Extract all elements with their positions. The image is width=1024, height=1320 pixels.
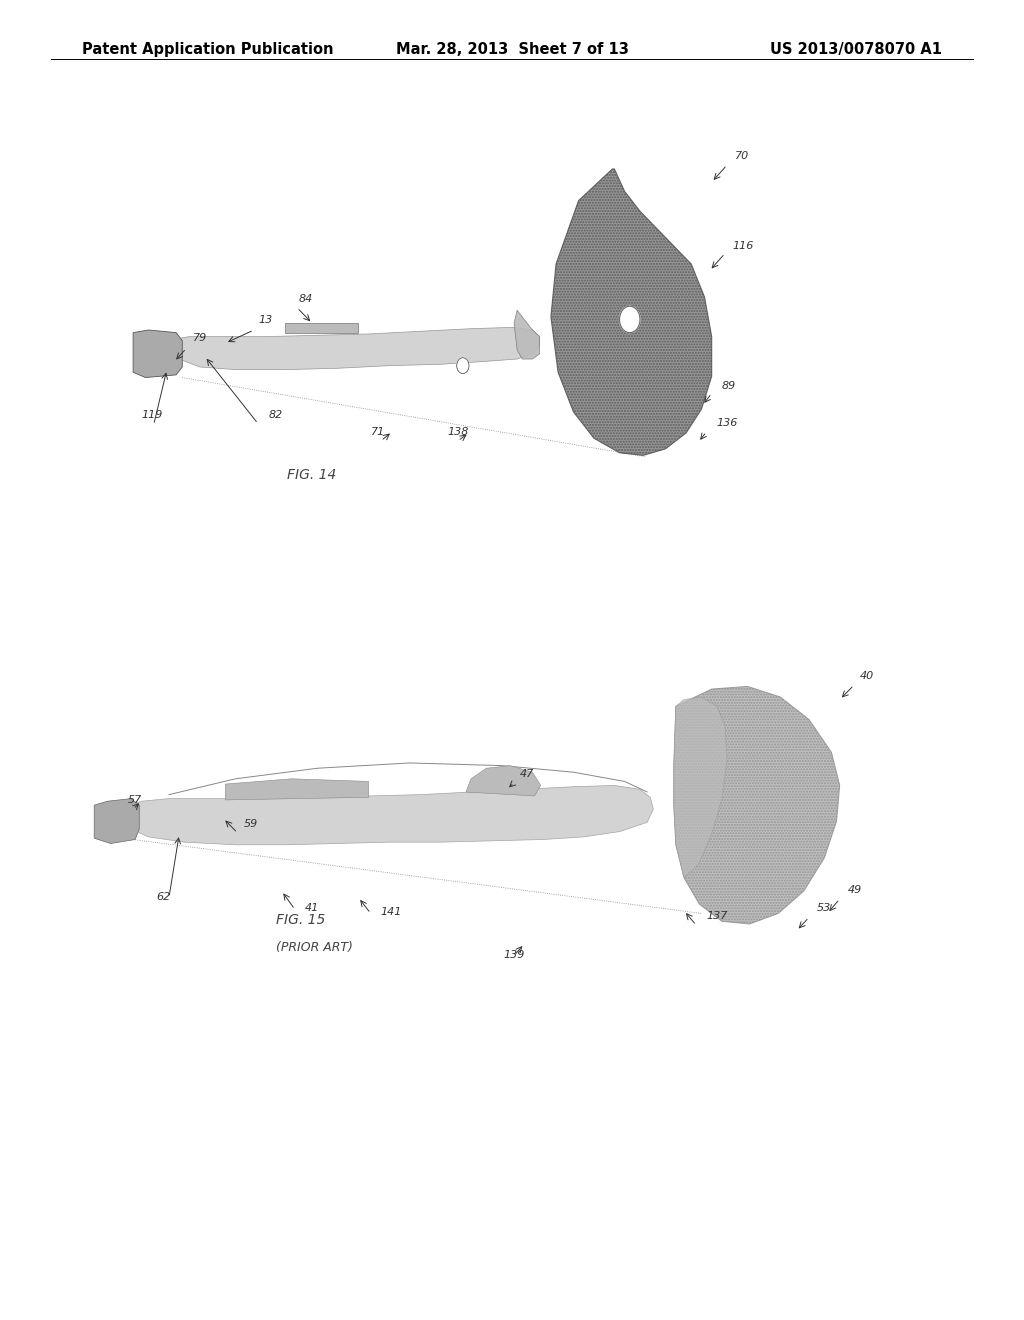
Polygon shape — [285, 323, 358, 333]
Polygon shape — [94, 799, 139, 843]
Polygon shape — [514, 310, 540, 359]
Text: 136: 136 — [717, 417, 738, 428]
Text: 70: 70 — [735, 150, 750, 161]
Text: 40: 40 — [860, 671, 874, 681]
Text: 141: 141 — [381, 907, 402, 917]
Text: (PRIOR ART): (PRIOR ART) — [276, 941, 353, 954]
Text: 137: 137 — [707, 911, 728, 921]
Text: 119: 119 — [141, 409, 163, 420]
Circle shape — [457, 358, 469, 374]
Text: 71: 71 — [371, 426, 385, 437]
Text: 89: 89 — [722, 380, 736, 391]
Text: 116: 116 — [732, 240, 754, 251]
Text: 47: 47 — [520, 768, 535, 779]
Text: 138: 138 — [447, 426, 469, 437]
Polygon shape — [674, 697, 727, 878]
Text: FIG. 15: FIG. 15 — [276, 912, 326, 927]
Text: 57: 57 — [128, 795, 142, 805]
Polygon shape — [174, 327, 540, 370]
Text: 139: 139 — [504, 949, 525, 960]
Polygon shape — [225, 779, 369, 800]
Polygon shape — [133, 330, 182, 378]
Text: 53: 53 — [817, 903, 831, 913]
Text: Mar. 28, 2013  Sheet 7 of 13: Mar. 28, 2013 Sheet 7 of 13 — [395, 41, 629, 57]
Text: 41: 41 — [305, 903, 319, 913]
Polygon shape — [131, 785, 653, 845]
Text: Patent Application Publication: Patent Application Publication — [82, 41, 334, 57]
Text: 79: 79 — [193, 333, 207, 343]
Text: US 2013/0078070 A1: US 2013/0078070 A1 — [770, 41, 942, 57]
Text: 62: 62 — [157, 891, 171, 902]
Text: 84: 84 — [299, 293, 313, 304]
Text: 82: 82 — [268, 409, 283, 420]
Text: 59: 59 — [244, 818, 258, 829]
Polygon shape — [466, 766, 541, 796]
Circle shape — [620, 306, 640, 333]
Text: 13: 13 — [258, 314, 272, 325]
Text: FIG. 14: FIG. 14 — [287, 467, 336, 482]
Text: 49: 49 — [848, 884, 862, 895]
Polygon shape — [674, 686, 840, 924]
Polygon shape — [551, 169, 712, 455]
